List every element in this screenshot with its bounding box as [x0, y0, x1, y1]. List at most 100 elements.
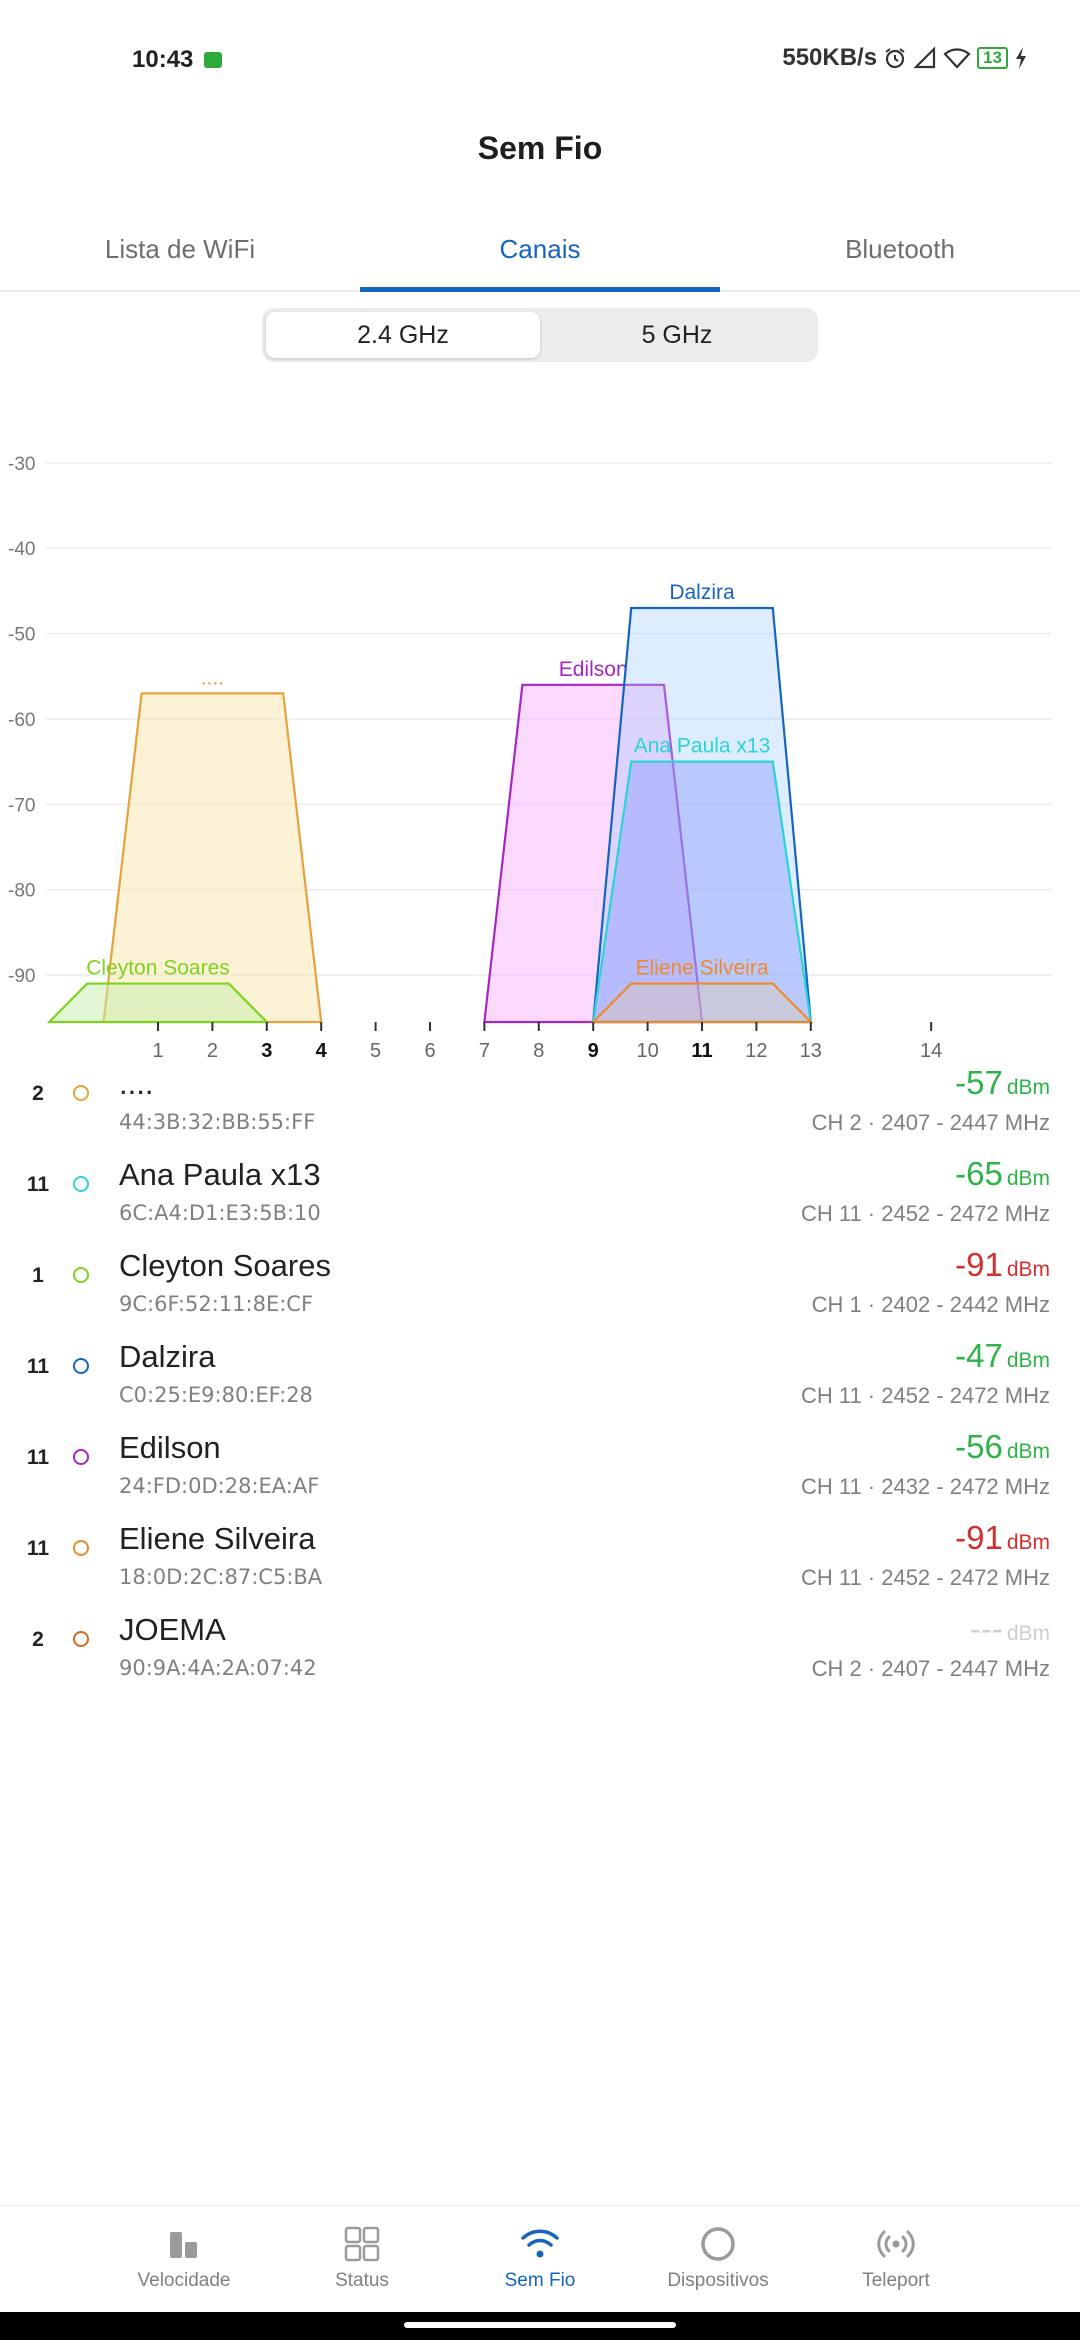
grid-icon	[344, 2226, 380, 2262]
signal-value: -91	[955, 1246, 1003, 1283]
tab-wifi-list[interactable]: Lista de WiFi	[104, 234, 256, 264]
nav-dispositivos[interactable]: Dispositivos	[629, 2206, 807, 2312]
status-right: 550KB/s 13	[782, 44, 1028, 72]
series-label: Dalzira	[669, 581, 735, 604]
signal-strength: --- dBm	[970, 1610, 1050, 1648]
tab-channels[interactable]: Canais	[360, 220, 720, 292]
network-name: Ana Paula x13	[119, 1157, 321, 1192]
list-item[interactable]: 11 Ana Paula x13 6C:A4:D1:E3:5B:10 -65 dB…	[0, 1149, 1080, 1240]
circle-icon	[701, 2227, 735, 2261]
y-tick-label: -80	[8, 881, 35, 902]
channel-number: 11	[26, 1173, 50, 1196]
signal-strength: -47 dBm	[955, 1337, 1050, 1375]
list-item[interactable]: 1 Cleyton Soares 9C:6F:52:11:8E:CF -91 dB…	[0, 1240, 1080, 1331]
network-name: ....	[119, 1066, 154, 1101]
network-name: Edilson	[119, 1430, 221, 1465]
nav-teleport[interactable]: Teleport	[807, 2206, 985, 2312]
signal-strength: -56 dBm	[955, 1428, 1050, 1466]
band-2-4ghz-button[interactable]: 2.4 GHz	[266, 312, 540, 358]
frequency-range: CH 11 · 2452 - 2472 MHz	[800, 1383, 1050, 1408]
x-tick-label: 12	[745, 1040, 767, 1060]
network-mac: 44:3B:32:BB:55:FF	[119, 1110, 316, 1134]
signal-unit: dBm	[1006, 1622, 1050, 1645]
list-item[interactable]: 11 Edilson 24:FD:0D:28:EA:AF -56 dBm CH 1…	[0, 1422, 1080, 1513]
x-tick-label: 6	[424, 1040, 435, 1060]
frequency-range: CH 11 · 2452 - 2472 MHz	[800, 1201, 1050, 1226]
series-label: Edilson	[559, 658, 628, 681]
signal-value: ---	[969, 1610, 1003, 1647]
wifi-icon	[521, 2229, 559, 2258]
signal-strength: -57 dBm	[955, 1064, 1050, 1102]
teleport-icon	[877, 2230, 915, 2258]
channel-chart: -30 -40 -50 -60 -70 -80 -90.... Cleyton Soares E…	[8, 454, 1052, 1060]
signal-value: -56	[955, 1428, 1003, 1465]
tab-bluetooth[interactable]: Bluetooth	[845, 234, 955, 264]
x-tick-label: 5	[370, 1040, 381, 1060]
channel-band	[590, 982, 814, 1024]
series-label: Ana Paula x13	[634, 735, 771, 758]
signal-icon	[913, 46, 937, 70]
x-tick-label: 10	[636, 1040, 658, 1060]
frequency-range: CH 1 · 2402 - 2442 MHz	[811, 1292, 1050, 1317]
network-name: Dalzira	[119, 1339, 216, 1374]
status-bar: 10:43 550KB/s 13	[0, 0, 1080, 125]
signal-value: -57	[955, 1064, 1003, 1101]
signal-unit: dBm	[1006, 1349, 1050, 1372]
home-indicator[interactable]	[404, 2322, 676, 2328]
network-mac: 24:FD:0D:28:EA:AF	[119, 1474, 320, 1498]
network-speed: 550KB/s	[782, 44, 878, 71]
series-label: Cleyton Soares	[86, 957, 230, 980]
x-tick-label: 1	[152, 1040, 163, 1060]
signal-unit: dBm	[1006, 1258, 1050, 1281]
x-tick-label: 9	[588, 1040, 599, 1060]
page-title: Sem Fio	[477, 130, 603, 166]
bottom-nav: Velocidade Status Sem Fio Dispositivos T…	[0, 2205, 1080, 2312]
channel-number: 2	[32, 1082, 44, 1105]
signal-unit: dBm	[1006, 1076, 1050, 1099]
series-label: Eliene Silveira	[635, 957, 768, 980]
nav-status[interactable]: Status	[273, 2206, 451, 2312]
network-color-dot	[73, 1085, 89, 1101]
x-tick-label: 11	[691, 1040, 712, 1060]
channel-number: 1	[32, 1264, 44, 1287]
charging-icon	[1014, 46, 1028, 70]
nav-sem-fio[interactable]: Sem Fio	[451, 2206, 629, 2312]
wifi-icon	[943, 46, 971, 70]
frequency-range: CH 2 · 2407 - 2447 MHz	[811, 1656, 1050, 1681]
nav-velocidade[interactable]: Velocidade	[95, 2206, 273, 2312]
series-label: ....	[201, 666, 224, 689]
battery-icon: 13	[977, 47, 1008, 69]
network-mac: 9C:6F:52:11:8E:CF	[119, 1292, 314, 1316]
nav-label: Velocidade	[137, 2270, 231, 2291]
y-tick-label: -30	[8, 454, 35, 475]
signal-value: -91	[955, 1519, 1003, 1556]
nav-label: Status	[335, 2270, 389, 2291]
band-5ghz-button[interactable]: 5 GHz	[641, 321, 713, 349]
signal-unit: dBm	[1006, 1440, 1050, 1463]
list-item[interactable]: 11 Dalzira C0:25:E9:80:EF:28 -47 dBm CH 1…	[0, 1331, 1080, 1422]
x-tick-label: 4	[316, 1040, 328, 1060]
list-item[interactable]: 2 JOEMA 90:9A:4A:2A:07:42 --- dBm CH 2 · …	[0, 1604, 1080, 1695]
network-mac: 90:9A:4A:2A:07:42	[119, 1656, 317, 1680]
list-item[interactable]: 11 Eliene Silveira 18:0D:2C:87:C5:BA -91…	[0, 1513, 1080, 1604]
nav-label: Sem Fio	[504, 2270, 576, 2291]
band-toggle: 2.4 GHz 5 GHz	[262, 308, 818, 362]
signal-value: -65	[955, 1155, 1003, 1192]
network-color-dot	[73, 1358, 89, 1374]
signal-value: -47	[955, 1337, 1003, 1374]
network-color-dot	[73, 1631, 89, 1647]
network-mac: 6C:A4:D1:E3:5B:10	[119, 1201, 321, 1225]
list-item[interactable]: 2 .... 44:3B:32:BB:55:FF -57 dBm CH 2 · 2…	[0, 1058, 1080, 1149]
frequency-range: CH 11 · 2452 - 2472 MHz	[800, 1565, 1050, 1590]
x-tick-label: 13	[800, 1040, 822, 1060]
speed-bars-icon	[170, 2232, 197, 2258]
y-tick-label: -60	[8, 710, 35, 731]
network-color-dot	[73, 1540, 89, 1556]
network-name: Cleyton Soares	[119, 1248, 331, 1283]
signal-strength: -65 dBm	[955, 1155, 1050, 1193]
network-color-dot	[73, 1176, 89, 1192]
channel-number: 11	[26, 1446, 50, 1469]
channel-number: 2	[32, 1628, 44, 1651]
signal-unit: dBm	[1006, 1167, 1050, 1190]
network-color-dot	[73, 1267, 89, 1283]
